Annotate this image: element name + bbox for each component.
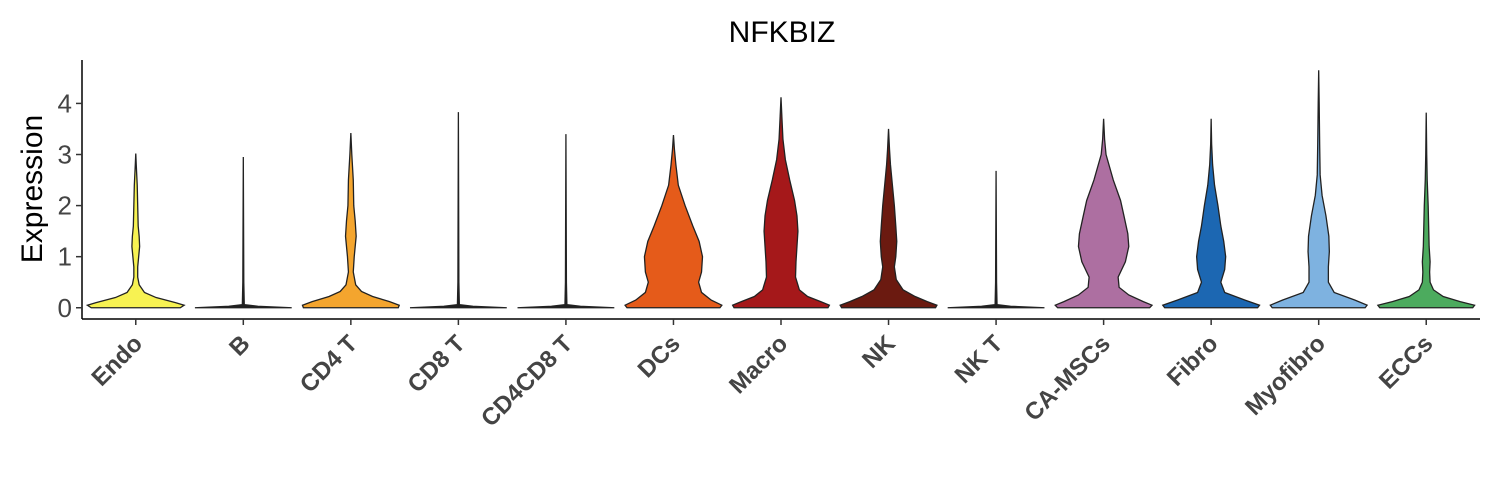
violin-dcs: [624, 135, 723, 309]
y-tick-label: 1: [58, 242, 72, 272]
violin-cd4-t: [301, 133, 401, 309]
y-tick-label: 4: [58, 88, 72, 118]
x-tick-label: CD4 T: [295, 330, 363, 398]
x-tick-label: NK: [857, 330, 901, 374]
x-tick-label: Myofibro: [1240, 330, 1331, 421]
violin-fibro: [1161, 118, 1261, 309]
x-axis: Endo B CD4 T CD8 T CD4CD8 T DCs Macro NK NK T CA-…: [82, 318, 1480, 432]
x-tick-label: B: [224, 330, 255, 361]
violin-endo: [85, 153, 186, 309]
x-tick-label: DCs: [633, 330, 686, 383]
violin-cd8-t: [409, 112, 507, 309]
violin-ca-mscs: [1054, 118, 1154, 309]
violin-eccs: [1376, 112, 1476, 309]
y-tick-label: 3: [58, 140, 72, 170]
violin-nk: [839, 128, 938, 309]
y-tick-label: 0: [58, 293, 72, 323]
x-tick-label: Endo: [87, 330, 149, 392]
x-tick-label: CA-MSCs: [1019, 330, 1115, 426]
violin-myofibro: [1269, 70, 1369, 309]
violin-nk-t: [947, 170, 1045, 309]
violin-macro: [731, 97, 831, 309]
violin-cd4cd8-t: [517, 134, 615, 309]
x-tick-label: Fibro: [1162, 330, 1224, 392]
x-tick-label: CD8 T: [403, 330, 471, 398]
x-tick-label: CD4CD8 T: [476, 330, 578, 432]
x-tick-label: Macro: [724, 330, 793, 399]
violin-b: [194, 157, 292, 309]
y-axis: 0 1 2 3 4: [58, 60, 83, 323]
chart-title: NFKBIZ: [729, 16, 836, 49]
x-tick-label: NK T: [950, 330, 1009, 389]
y-tick-label: 2: [58, 191, 72, 221]
violins-group: [85, 70, 1476, 309]
y-axis-label: Expression: [16, 115, 49, 263]
x-tick-label: ECCs: [1374, 330, 1438, 394]
